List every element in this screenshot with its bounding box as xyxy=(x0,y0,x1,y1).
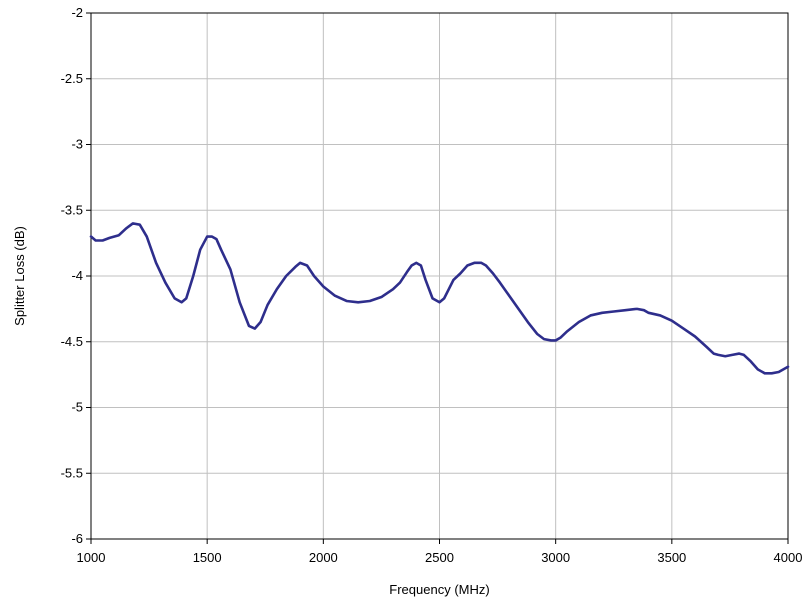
y-tick-label: -3.5 xyxy=(61,202,83,217)
x-tick-label: 1500 xyxy=(193,550,222,565)
x-tick-label: 4000 xyxy=(774,550,803,565)
y-tick-label: -5 xyxy=(71,400,83,415)
y-tick-label: -4.5 xyxy=(61,334,83,349)
y-tick-label: -2 xyxy=(71,5,83,20)
y-axis-title: Splitter Loss (dB) xyxy=(12,226,27,326)
series-layer xyxy=(89,222,790,375)
x-tick-label: 3000 xyxy=(541,550,570,565)
x-axis-title: Frequency (MHz) xyxy=(389,582,489,597)
y-axis-tick-labels: -2 -2.5 -3 -3.5 -4 -4.5 -5 -5.5 -6 xyxy=(61,5,83,546)
x-tick-label: 3500 xyxy=(657,550,686,565)
x-axis-tick-labels: 1000 1500 2000 2500 3000 3500 4000 xyxy=(77,550,803,565)
x-tick-label: 2000 xyxy=(309,550,338,565)
y-tick-label: -2.5 xyxy=(61,71,83,86)
y-tick-label: -5.5 xyxy=(61,465,83,480)
x-tick-label: 1000 xyxy=(77,550,106,565)
series-line xyxy=(89,222,790,375)
grid-lines xyxy=(91,13,788,539)
tick-marks xyxy=(86,12,789,544)
x-tick-label: 2500 xyxy=(425,550,454,565)
y-tick-label: -6 xyxy=(71,531,83,546)
y-tick-label: -3 xyxy=(71,137,83,152)
y-tick-label: -4 xyxy=(71,268,83,283)
